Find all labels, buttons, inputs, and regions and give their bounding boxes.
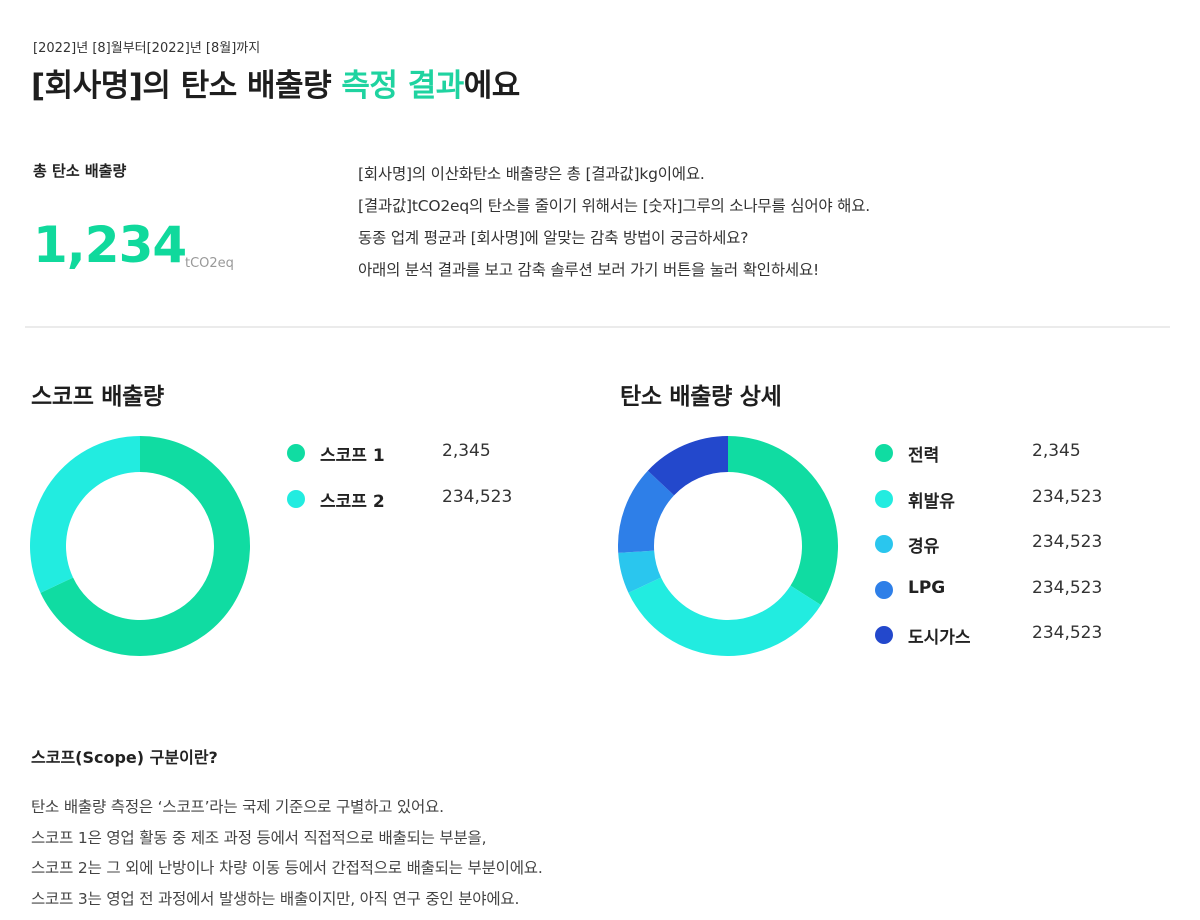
info-line: 스코프 1은 영업 활동 중 제조 과정 등에서 직접적으로 배출되는 부분을,	[31, 828, 487, 847]
legend-name: 경유	[908, 537, 940, 557]
legend-item-lpg: LPG 234,523	[875, 569, 1175, 615]
legend-name: 스코프 1	[320, 446, 385, 466]
detail-donut-slice-2	[628, 577, 821, 656]
total-emission-label: 총 탄소 배출량	[33, 162, 127, 180]
description-line: 아래의 분석 결과를 보고 감축 솔루션 보러 가기 버튼을 눌러 확인하세요!	[358, 261, 820, 279]
detail-donut-slice-5	[647, 436, 728, 496]
detail-donut-slice-1	[728, 436, 838, 605]
legend-value: 234,523	[442, 486, 513, 507]
page-title: [회사명]의 탄소 배출량 측정 결과에요	[31, 60, 520, 105]
scope-donut-chart	[30, 436, 250, 656]
description-line: [결과값]tCO2eq의 탄소를 줄이기 위해서는 [숫자]그루의 소나무를 심…	[358, 197, 871, 215]
legend-name: 스코프 2	[320, 491, 385, 512]
legend-item-gasoline: 휘발유 234,523	[875, 478, 1175, 524]
total-emission-value: 1,234	[33, 216, 187, 274]
scope-info-body: 탄소 배출량 측정은 ‘스코프’라는 국제 기준으로 구별하고 있어요. 스코프…	[31, 792, 1031, 914]
legend-item-scope-2: 스코프 2 234,523	[287, 478, 587, 524]
legend-dot	[875, 444, 893, 462]
title-suffix: 에요	[463, 68, 521, 104]
scope-legend: 스코프 1 2,345 스코프 2 234,523	[287, 432, 587, 523]
legend-value: 2,345	[1032, 441, 1081, 461]
legend-dot	[875, 626, 893, 644]
legend-item-scope-1: 스코프 1 2,345	[287, 432, 587, 478]
legend-value: 2,345	[442, 441, 491, 461]
legend-dot	[875, 489, 893, 508]
legend-value: 234,523	[1032, 532, 1103, 552]
detail-donut-slice-4	[618, 470, 675, 553]
detail-donut-slice-3	[618, 550, 662, 593]
total-emission-unit: tCO2eq	[185, 256, 234, 271]
legend-dot	[875, 535, 893, 553]
summary-description: [회사명]의 이산화탄소 배출량은 총 [결과값]kg이에요. [결과값]tCO…	[358, 158, 1158, 286]
period-text: [2022]년 [8]월부터[2022]년 [8월]까지	[33, 41, 261, 56]
info-line: 스코프 2는 그 외에 난방이나 차량 이동 등에서 간접적으로 배출되는 부분…	[31, 859, 543, 877]
legend-dot	[875, 580, 893, 599]
info-line: 탄소 배출량 측정은 ‘스코프’라는 국제 기준으로 구별하고 있어요.	[31, 798, 444, 816]
legend-name: 도시가스	[908, 628, 971, 648]
title-highlight: 측정 결과	[341, 68, 464, 104]
legend-value: 234,523	[1032, 623, 1103, 643]
legend-value: 234,523	[1032, 486, 1103, 507]
legend-item-city-gas: 도시가스 234,523	[875, 614, 1175, 660]
description-line: [회사명]의 이산화탄소 배출량은 총 [결과값]kg이에요.	[358, 165, 705, 183]
description-line: 동종 업계 평균과 [회사명]에 알맞는 감축 방법이 궁금하세요?	[358, 229, 749, 247]
scope-donut-slice-1	[40, 436, 250, 656]
detail-legend: 전력 2,345 휘발유 234,523 경유 234,523 LPG 234,…	[875, 432, 1175, 660]
title-prefix: [회사명]의 탄소 배출량	[31, 68, 342, 104]
detail-section-title: 탄소 배출량 상세	[620, 384, 782, 410]
legend-dot	[287, 489, 305, 508]
legend-name: 전력	[908, 446, 940, 466]
section-divider	[25, 326, 1170, 328]
scope-donut-slice-2	[30, 436, 141, 593]
scope-section-title: 스코프 배출량	[31, 384, 164, 410]
legend-item-electricity: 전력 2,345	[875, 432, 1175, 478]
info-line: 스코프 3는 영업 전 과정에서 발생하는 배출이지만, 아직 연구 중인 분야…	[31, 889, 520, 908]
legend-item-diesel: 경유 234,523	[875, 523, 1175, 569]
legend-name: 휘발유	[908, 491, 955, 512]
legend-dot	[287, 444, 305, 462]
legend-name: LPG	[908, 577, 946, 598]
detail-donut-chart	[618, 436, 838, 656]
legend-value: 234,523	[1032, 577, 1103, 598]
scope-info-title: 스코프(Scope) 구분이란?	[31, 748, 218, 767]
